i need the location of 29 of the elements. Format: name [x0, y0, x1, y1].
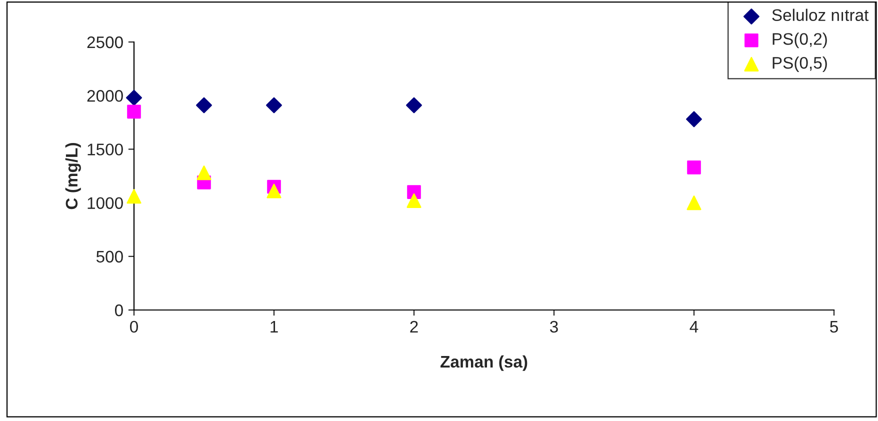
- point: [126, 189, 142, 204]
- point: [127, 104, 141, 119]
- point: [406, 97, 422, 114]
- y-tick-label: 0: [114, 304, 123, 316]
- x-axis-title: Zaman (sa): [440, 355, 528, 371]
- x-tick-label: 5: [830, 321, 838, 333]
- point: [266, 97, 282, 114]
- x-tick-label: 4: [690, 321, 698, 332]
- legend-label: PS(0,2): [772, 32, 827, 48]
- y-tick-label: 2500: [87, 36, 123, 48]
- y-tick-label: 1000: [88, 197, 123, 210]
- x-tick-label: 1: [270, 321, 278, 332]
- y-tick-label: 1500: [88, 144, 123, 156]
- y-tick-label: 500: [96, 250, 123, 263]
- point: [126, 90, 142, 106]
- point: [686, 196, 702, 210]
- y-tick-label: 2000: [87, 90, 123, 102]
- x-tick-label: 3: [550, 320, 558, 333]
- point: [196, 166, 212, 180]
- x-tick-label: 0: [130, 320, 138, 333]
- point: [266, 184, 282, 198]
- y-axis-title: C (mg/L): [65, 143, 81, 210]
- x-tick-label: 2: [410, 320, 418, 332]
- point: [687, 160, 701, 174]
- point: [406, 193, 422, 208]
- legend-label: PS(0,5): [772, 56, 827, 72]
- legend-label: Seluloz nıtrat: [772, 8, 869, 22]
- point: [196, 97, 212, 114]
- point: [686, 111, 702, 128]
